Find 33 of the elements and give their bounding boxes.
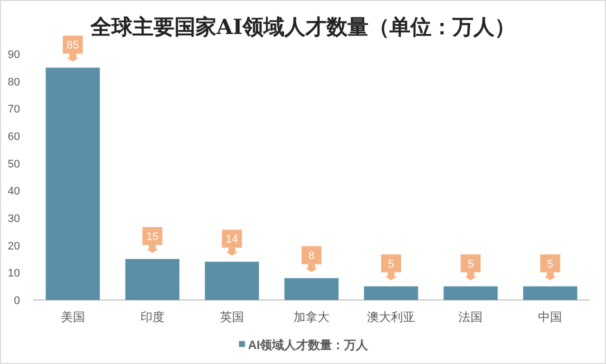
bar bbox=[204, 262, 259, 300]
bar bbox=[364, 286, 418, 300]
x-tick-label: 印度 bbox=[140, 310, 164, 324]
data-label: 15 bbox=[146, 231, 158, 243]
bar bbox=[444, 286, 498, 300]
x-tick-label: 英国 bbox=[220, 310, 244, 324]
legend-label: AI领域人才数量：万人 bbox=[248, 338, 369, 352]
x-tick-label: 法国 bbox=[458, 310, 483, 324]
y-tick-label: 20 bbox=[8, 240, 20, 252]
x-tick-label: 加拿大 bbox=[294, 310, 330, 324]
data-label: 5 bbox=[468, 258, 474, 270]
x-tick-label: 澳大利亚 bbox=[367, 310, 416, 324]
bar bbox=[46, 68, 100, 300]
data-label: 5 bbox=[388, 258, 394, 270]
bar bbox=[125, 259, 180, 300]
data-label: 85 bbox=[66, 40, 79, 52]
bar bbox=[523, 286, 578, 300]
y-tick-label: 40 bbox=[8, 186, 20, 198]
y-tick-label: 60 bbox=[8, 131, 20, 143]
y-tick-label: 70 bbox=[8, 104, 20, 116]
title: 全球主要国家AI领域人才数量（单位：万人） bbox=[90, 14, 516, 39]
y-tick-label: 0 bbox=[14, 295, 20, 307]
x-tick-label: 美国 bbox=[60, 310, 85, 324]
y-tick-label: 80 bbox=[8, 76, 20, 88]
y-tick-label: 10 bbox=[8, 268, 20, 280]
y-tick-label: 30 bbox=[8, 213, 20, 225]
x-tick-label: 中国 bbox=[538, 310, 562, 324]
data-label: 8 bbox=[308, 250, 315, 262]
y-tick-label: 90 bbox=[8, 49, 20, 61]
data-label: 5 bbox=[547, 258, 554, 270]
bar bbox=[284, 278, 339, 300]
y-tick-label: 50 bbox=[8, 158, 20, 170]
data-label: 14 bbox=[226, 234, 238, 246]
